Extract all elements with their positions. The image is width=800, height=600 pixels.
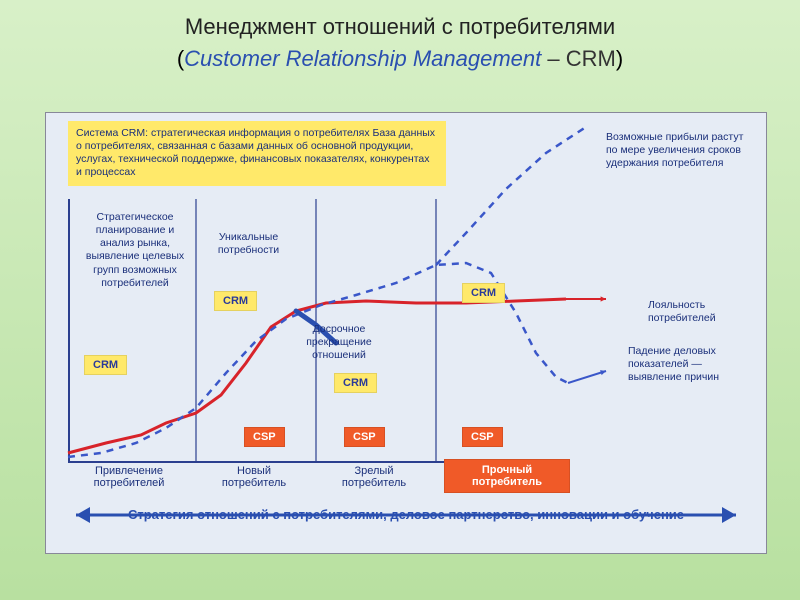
x-label-3: Зрелый потребитель xyxy=(324,465,424,489)
annotation-loyalty: Лояльность потребителей xyxy=(648,299,748,325)
crm-badge: CRM xyxy=(334,373,377,393)
page-subtitle: (Customer Relationship Management – CRM) xyxy=(0,46,800,72)
crm-system-banner: Система CRM: стратегическая информация о… xyxy=(68,121,446,186)
x-label-2: Новый потребитель xyxy=(204,465,304,489)
csp-badge: CSP xyxy=(244,427,285,447)
subtitle-italic: Customer Relationship Management xyxy=(184,46,541,71)
x-label-4-badge: Прочный потребитель xyxy=(444,459,570,493)
column-2-label: Уникальные потребности xyxy=(201,231,296,257)
csp-badge: CSP xyxy=(462,427,503,447)
column-1-label: Стратегическое планирование и анализ рын… xyxy=(78,211,192,290)
crm-badge: CRM xyxy=(84,355,127,375)
annotation-termination: Досрочное прекращение отношений xyxy=(284,323,394,362)
chart-area: Система CRM: стратегическая информация о… xyxy=(45,112,767,554)
crm-badge: CRM xyxy=(214,291,257,311)
strategy-band: Стратегия отношений с потребителями, дел… xyxy=(64,497,748,533)
csp-badge: CSP xyxy=(344,427,385,447)
annotation-falloff: Падение деловых показателей — выявление … xyxy=(628,345,748,384)
slide: Менеджмент отношений с потребителями (Cu… xyxy=(0,0,800,600)
subtitle-abbr: – CRM xyxy=(541,46,616,71)
profit-growth-note: Возможные прибыли растут по мере увеличе… xyxy=(606,131,756,170)
crm-badge: CRM xyxy=(462,283,505,303)
page-title: Менеджмент отношений с потребителями xyxy=(0,0,800,40)
strategy-text: Стратегия отношений с потребителями, дел… xyxy=(128,507,684,523)
x-label-1: Привлечение потребителей xyxy=(74,465,184,489)
y-axis xyxy=(68,199,70,463)
